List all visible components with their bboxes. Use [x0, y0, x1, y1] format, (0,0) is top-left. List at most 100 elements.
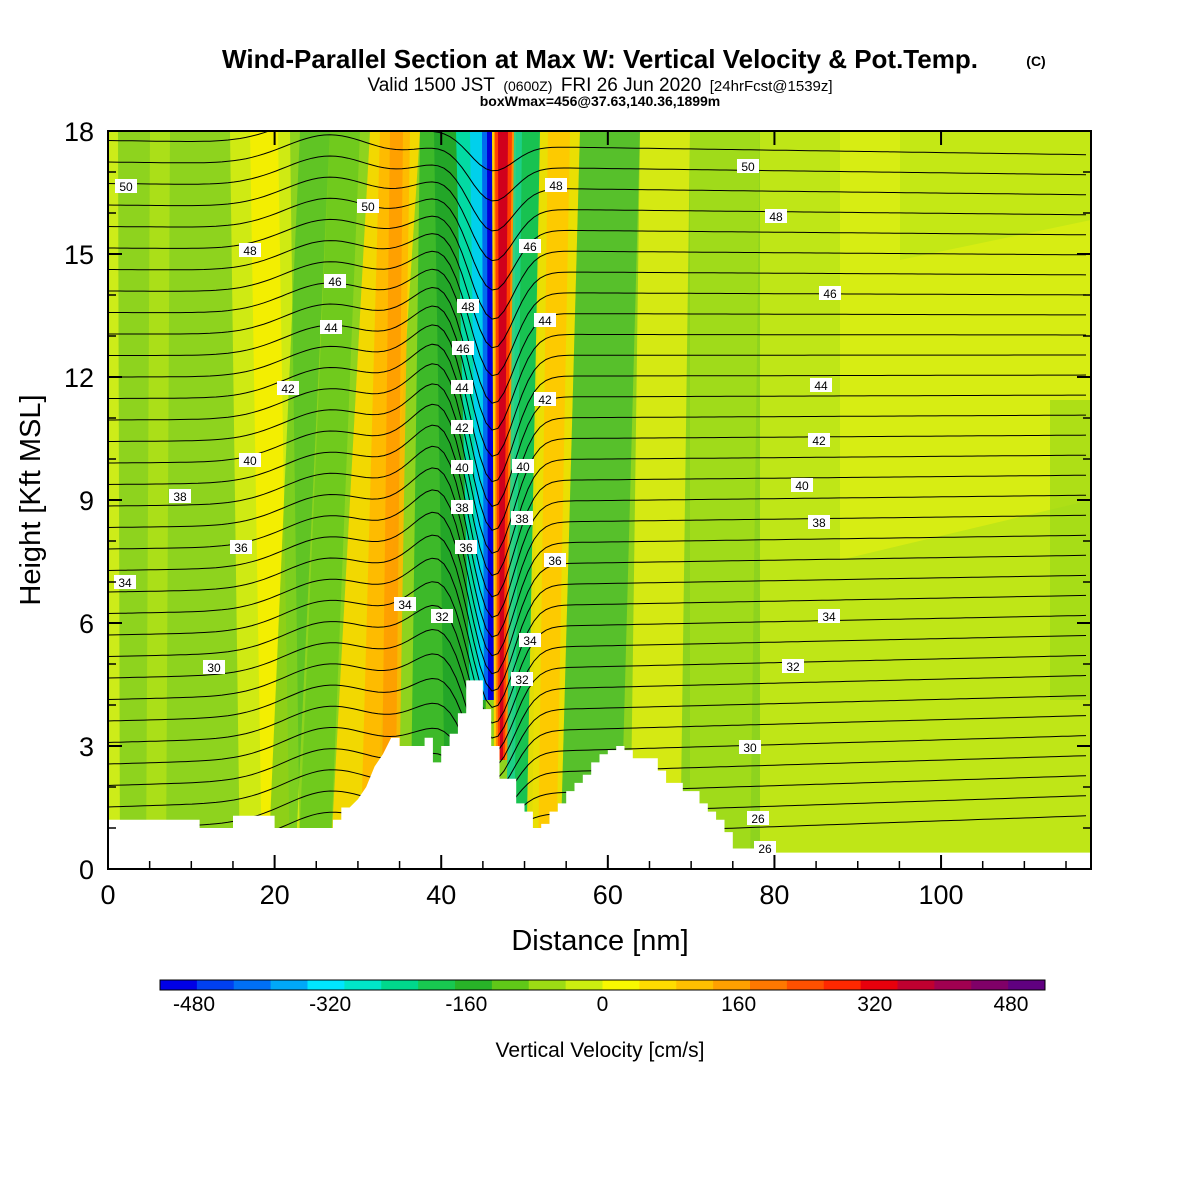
theta-contour-label: 34: [818, 609, 840, 624]
contour-label-text: 30: [207, 661, 221, 675]
theta-contour-label: 44: [451, 380, 473, 395]
contour-label-text: 34: [118, 576, 132, 590]
colorbar-swatch: [233, 980, 272, 990]
theta-contour-label: 48: [765, 209, 787, 224]
colorbar-label: Vertical Velocity [cm/s]: [496, 1039, 705, 1062]
colorbar-swatch: [491, 980, 530, 990]
contour-label-box: [357, 199, 379, 213]
contour-label-box: [457, 299, 479, 313]
contour-label-text: 44: [814, 379, 828, 393]
theta-contour-label: 30: [203, 660, 225, 675]
contour-label-text: 30: [743, 741, 757, 755]
velocity-band-1: [146, 131, 170, 869]
contour-label-box: [810, 378, 832, 392]
contour-label-box: [114, 575, 136, 589]
theta-contour-line: [108, 324, 1087, 483]
x-axis-label: Distance [nm]: [511, 925, 688, 957]
theta-contour-label: 46: [519, 239, 541, 254]
contour-label-box: [519, 239, 541, 253]
colorbar-swatch: [713, 980, 751, 990]
x-tick-label: 20: [260, 880, 290, 910]
colorbar-tick-label: -480: [173, 993, 215, 1016]
theta-contour-label: 40: [239, 453, 261, 468]
contour-label-text: 38: [515, 512, 529, 526]
subtitle-forecast: [24hrFcst@1539z]: [710, 78, 833, 95]
contour-label-text: 40: [516, 460, 530, 474]
theta-contour-label: 48: [239, 243, 261, 258]
contour-label-text: 42: [812, 434, 826, 448]
contour-label-text: 46: [328, 275, 342, 289]
colorbar-swatch: [897, 980, 935, 990]
colorbar-swatch: [418, 980, 456, 990]
contour-label-box: [808, 433, 830, 447]
contour-label-box: [320, 320, 342, 334]
colorbar-tick-label: -320: [309, 993, 351, 1016]
terrain-mask: [108, 680, 1091, 869]
subtitle-valid-time: Valid 1500 JST: [367, 75, 495, 96]
colorbar-swatch: [528, 980, 567, 990]
contour-label-box: [511, 672, 533, 686]
theta-contour-label: 38: [808, 515, 830, 530]
colorbar-tick-label: 480: [993, 993, 1028, 1016]
contour-label-text: 26: [751, 812, 765, 826]
theta-contour-label: 50: [357, 199, 379, 214]
theta-contour-line: [108, 286, 1086, 431]
contour-label-text: 38: [812, 516, 826, 530]
theta-contour-label: 32: [782, 659, 804, 674]
theta-contour-labels: 26 26 30 30 32 32 32 34 34 34 34 36 36 36 38 38 38 38 40 40…: [114, 159, 841, 856]
contour-label-text: 42: [455, 421, 469, 435]
theta-contour-line: [108, 383, 1087, 554]
theta-contour-line: [108, 604, 1087, 739]
theta-contour-line: [108, 403, 1086, 577]
subtitle-date: FRI 26 Jun 2020: [561, 75, 701, 96]
contour-label-text: 44: [538, 314, 552, 328]
contour-label-text: 48: [769, 210, 783, 224]
theta-contour-line: [108, 511, 1087, 675]
contour-label-text: 38: [455, 501, 469, 515]
contour-label-box: [169, 489, 191, 503]
theta-contour-label: 46: [452, 341, 474, 356]
contour-label-box: [544, 553, 566, 567]
theta-contour-line: [108, 250, 1086, 377]
colorbar-swatch: [860, 980, 899, 990]
contour-label-text: 36: [459, 541, 473, 555]
theta-contour-line: [108, 424, 1087, 598]
contour-label-text: 44: [324, 321, 338, 335]
velocity-band-8: [381, 131, 403, 869]
theta-contour-line: [108, 653, 1087, 767]
theta-contour-label: 40: [512, 459, 534, 474]
subtitle-zulu: (0600Z): [503, 78, 552, 94]
contour-label-box: [808, 515, 830, 529]
theta-contour-label: 50: [737, 159, 759, 174]
colorbar-swatch: [934, 980, 972, 990]
contour-label-box: [431, 609, 453, 623]
x-tick-label: 60: [593, 880, 623, 910]
theta-contour-line: [108, 363, 1086, 531]
x-tick-label: 100: [919, 880, 964, 910]
contour-label-text: 50: [119, 180, 133, 194]
contour-label-box: [819, 286, 841, 300]
contour-label-text: 46: [523, 240, 537, 254]
theta-contour-label: 34: [394, 597, 416, 612]
colorbar-swatch: [307, 980, 345, 990]
theta-contour-label: 40: [791, 478, 813, 493]
colorbar-frame: [159, 979, 1046, 991]
contour-label-box: [115, 179, 137, 193]
contour-label-text: 34: [523, 634, 537, 648]
contour-label-box: [737, 159, 759, 173]
contour-label-box: [791, 478, 813, 492]
contour-label-box: [451, 500, 473, 514]
theta-contour-line: [108, 176, 1087, 262]
contour-label-text: 36: [234, 541, 248, 555]
theta-contour-label: 36: [455, 540, 477, 555]
contour-label-text: 32: [515, 673, 529, 687]
contour-label-text: 34: [822, 610, 836, 624]
contour-label-text: 32: [435, 610, 449, 624]
contour-label-box: [452, 341, 474, 355]
theta-contour-line: [108, 197, 1086, 291]
velocity-band-4: [268, 131, 330, 869]
contour-label-box: [239, 453, 261, 467]
theta-contour-label: 44: [320, 320, 342, 335]
contour-label-text: 38: [173, 490, 187, 504]
